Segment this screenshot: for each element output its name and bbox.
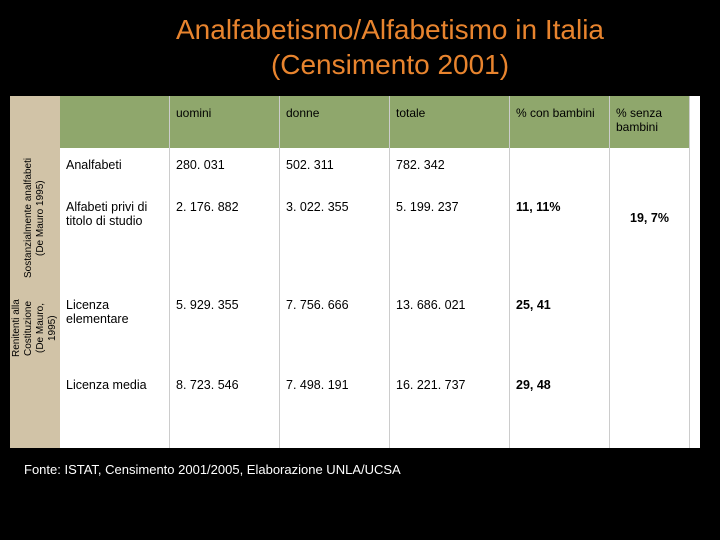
side-spacer (10, 96, 60, 148)
r1-totale: 782. 342 (390, 148, 510, 190)
r1-uomini: 280. 031 (170, 148, 280, 190)
r2-totale: 5. 199. 237 (390, 190, 510, 288)
senza-pct: 19, 7% (610, 148, 690, 288)
footer-source: Fonte: ISTAT, Censimento 2001/2005, Elab… (0, 448, 720, 477)
r4-pct: 29, 48 (510, 368, 610, 448)
r3-pct: 25, 41 (510, 288, 610, 368)
hdr-uomini: uomini (170, 96, 280, 148)
hdr-pct-con: % con bambini (510, 96, 610, 148)
r2-label: Alfabeti privi di titolo di studio (60, 190, 170, 288)
slide-title: Analfabetismo/Alfabetismo in Italia (Cen… (0, 0, 720, 90)
hdr-donne: donne (280, 96, 390, 148)
data-table: uomini donne totale % con bambini % senz… (60, 96, 700, 448)
title-line2: (Censimento 2001) (271, 49, 509, 80)
r4-blank (610, 368, 690, 448)
hdr-pct-senza: % senza bambini (610, 96, 690, 148)
r3-label: Licenza elementare (60, 288, 170, 368)
r1-pct (510, 148, 610, 190)
content-area: Sostanzialmente analfabeti (De Mauro 199… (0, 90, 720, 448)
r4-donne: 7. 498. 191 (280, 368, 390, 448)
hdr-blank (60, 96, 170, 148)
r3-blank (610, 288, 690, 368)
r4-label: Licenza media (60, 368, 170, 448)
r4-totale: 16. 221. 737 (390, 368, 510, 448)
hdr-totale: totale (390, 96, 510, 148)
side-spacer-2 (10, 368, 60, 448)
r2-pct: 11, 11% (510, 190, 610, 288)
r1-donne: 502. 311 (280, 148, 390, 190)
r2-donne: 3. 022. 355 (280, 190, 390, 288)
side-group-2: Renitenti alla Costituzione (De Mauro, 1… (10, 288, 60, 368)
r3-totale: 13. 686. 021 (390, 288, 510, 368)
r3-uomini: 5. 929. 355 (170, 288, 280, 368)
title-line1: Analfabetismo/Alfabetismo in Italia (176, 14, 604, 45)
side-group-1: Sostanzialmente analfabeti (De Mauro 199… (10, 148, 60, 288)
r3-donne: 7. 756. 666 (280, 288, 390, 368)
r4-uomini: 8. 723. 546 (170, 368, 280, 448)
side-labels: Sostanzialmente analfabeti (De Mauro 199… (10, 96, 60, 448)
r2-uomini: 2. 176. 882 (170, 190, 280, 288)
r1-label: Analfabeti (60, 148, 170, 190)
